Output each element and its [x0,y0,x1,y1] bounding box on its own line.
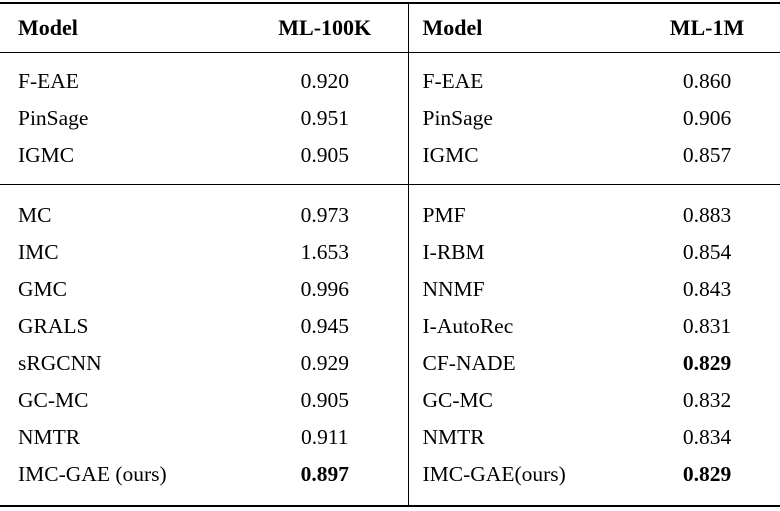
value-cell: 0.920 [300,69,349,93]
baseline-group-top: F-EAE 0.920 F-EAE 0.860 PinSage 0.951 Pi… [0,52,780,185]
model-cell: GMC [18,277,67,301]
value-cell: 0.857 [682,143,732,167]
model-cell: PinSage [407,100,634,137]
value-cell: 0.906 [682,106,732,130]
value-cell: 0.829 [682,462,732,486]
model-cell: NMTR [407,419,634,456]
model-cell: GC-MC [407,382,634,419]
value-cell: 0.843 [682,277,732,301]
model-cell: GRALS [18,314,89,338]
value-cell: 0.829 [682,351,732,375]
value-cell: 0.854 [682,240,732,264]
model-cell: IMC-GAE(ours) [407,456,634,506]
header-dataset-ml100k: ML-100K [278,15,372,40]
value-cell: 0.905 [300,388,349,412]
table-row: PinSage 0.951 PinSage 0.906 [0,100,780,137]
model-cell: IMC-GAE (ours) [18,462,167,486]
header-model-right: Model [407,3,634,53]
baseline-group-bottom: MC 0.973 PMF 0.883 IMC 1.653 I-RBM 0.854… [0,184,780,506]
model-cell: PinSage [18,106,89,130]
value-cell: 0.951 [300,106,349,130]
value-cell: 0.973 [300,203,349,227]
value-cell: 0.832 [682,388,732,412]
header-row: Model ML-100K Model ML-1M [0,3,780,53]
table-row: sRGCNN 0.929 CF-NADE 0.829 [0,345,780,382]
value-cell: 0.945 [300,314,349,338]
value-cell: 1.653 [300,240,349,264]
value-cell: 0.834 [682,425,732,449]
model-cell: sRGCNN [18,351,102,375]
table-row: IGMC 0.905 IGMC 0.857 [0,137,780,185]
model-cell: PMF [407,184,634,234]
table-row: NMTR 0.911 NMTR 0.834 [0,419,780,456]
value-cell: 0.860 [682,69,732,93]
value-cell: 0.897 [300,462,349,486]
header-dataset-ml1m: ML-1M [669,15,745,40]
model-cell: MC [18,203,52,227]
value-cell: 0.996 [300,277,349,301]
table-row: GRALS 0.945 I-AutoRec 0.831 [0,308,780,345]
table-row: IMC-GAE (ours) 0.897 IMC-GAE(ours) 0.829 [0,456,780,506]
model-cell: NMTR [18,425,81,449]
table-row: GC-MC 0.905 GC-MC 0.832 [0,382,780,419]
table-row: IMC 1.653 I-RBM 0.854 [0,234,780,271]
header-model-left: Model [18,15,78,40]
table-row: F-EAE 0.920 F-EAE 0.860 [0,52,780,100]
table-header: Model ML-100K Model ML-1M [0,3,780,53]
model-cell: NNMF [407,271,634,308]
model-cell: GC-MC [18,388,89,412]
value-cell: 0.883 [682,203,732,227]
model-cell: F-EAE [18,69,79,93]
table-row: MC 0.973 PMF 0.883 [0,184,780,234]
model-cell: IGMC [18,143,75,167]
model-cell: I-AutoRec [407,308,634,345]
model-cell: I-RBM [407,234,634,271]
value-cell: 0.911 [300,425,349,449]
model-cell: IMC [18,240,59,264]
value-cell: 0.905 [300,143,349,167]
model-cell: CF-NADE [407,345,634,382]
value-cell: 0.831 [682,314,732,338]
model-cell: F-EAE [407,52,634,100]
value-cell: 0.929 [300,351,349,375]
model-cell: IGMC [407,137,634,185]
table-row: GMC 0.996 NNMF 0.843 [0,271,780,308]
